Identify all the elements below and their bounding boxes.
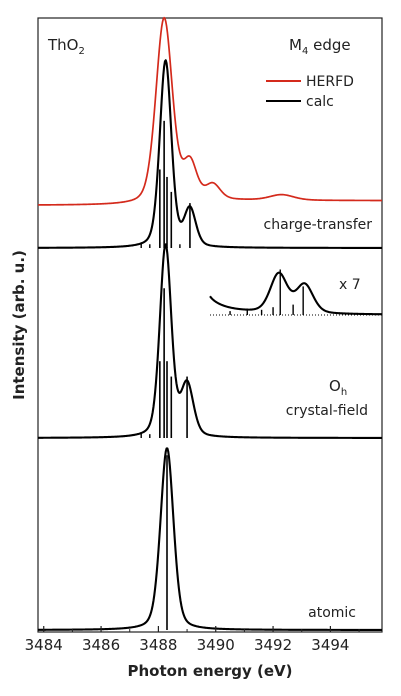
x-tick-label-3494: 3494 (311, 636, 349, 654)
x-tick-label-3486: 3486 (82, 636, 120, 654)
compound-label: ThO2 (47, 36, 85, 57)
legend-label-herfd: HERFD (306, 74, 354, 90)
legend: HERFD calc (266, 74, 354, 110)
curves-layer (37, 16, 383, 631)
edge-label: M4 edge (289, 36, 351, 57)
charge-transfer-label: charge-transfer (264, 217, 373, 233)
x-tick-label-3488: 3488 (139, 636, 177, 654)
legend-label-calc: calc (306, 94, 334, 110)
series-line-calc-charge-transfer-x7 (209, 271, 383, 316)
series-line-calc-crystal-field (37, 243, 383, 439)
x-axis-label: Photon energy (eV) (127, 662, 292, 680)
x-tick-label-3490: 3490 (197, 636, 235, 654)
atomic-label: atomic (308, 605, 356, 621)
oh-label: Oh (329, 377, 347, 398)
y-axis-label: Intensity (arb. u.) (10, 250, 28, 400)
plot-frame (37, 17, 383, 633)
series-line-calc-atomic (37, 447, 383, 631)
series-line-calc-charge-transfer (37, 59, 383, 249)
x-tick-label-3492: 3492 (254, 636, 292, 654)
crystal-field-label: crystal-field (286, 403, 368, 419)
x-tick-label-3484: 3484 (25, 636, 63, 654)
x-ticks: 3484 3486 3488 3490 3492 3494 (25, 626, 360, 654)
sticks-layer (140, 120, 382, 630)
series-line-herfd-charge-transfer (37, 16, 383, 206)
magnification-label: x 7 (339, 277, 361, 293)
